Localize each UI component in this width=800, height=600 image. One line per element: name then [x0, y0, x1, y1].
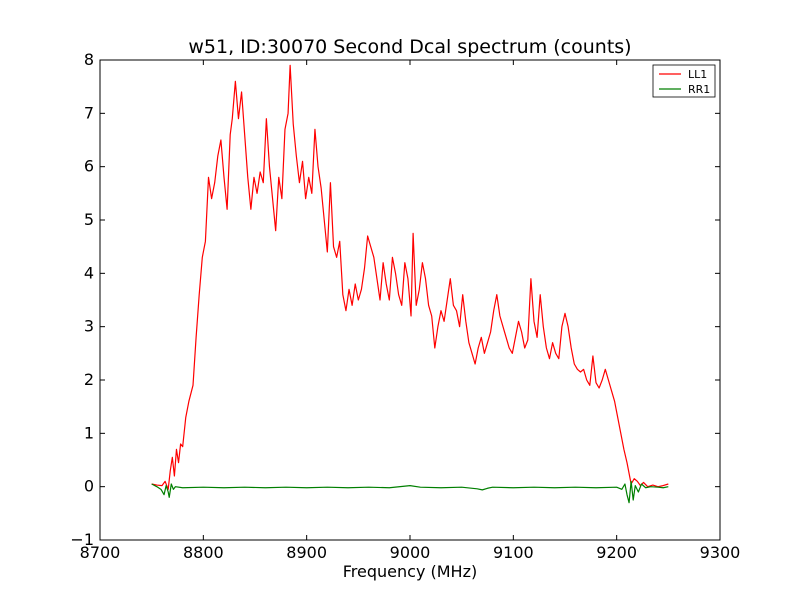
x-tick-label: 9100: [493, 543, 534, 562]
legend: LL1 RR1: [652, 64, 716, 98]
y-tick-label: 6: [84, 157, 94, 176]
plot-frame: [99, 59, 721, 541]
x-tick-label: 8800: [183, 543, 224, 562]
y-tick-label: 1: [84, 423, 94, 442]
series-line-ll1: [151, 64, 669, 490]
x-tick-label: 9200: [596, 543, 637, 562]
x-axis-label: Frequency (MHz): [343, 562, 477, 581]
x-tick-label: 8900: [286, 543, 327, 562]
x-axis: 8700 8800 8900 9000 9100 9200 9300: [80, 60, 741, 562]
y-tick-label: 0: [84, 477, 94, 496]
y-tick-label: 7: [84, 103, 94, 122]
x-tick-label: 8700: [80, 543, 121, 562]
legend-label-rr1: RR1: [688, 83, 710, 96]
series-layer: [151, 64, 669, 504]
y-axis: −1 0 1 2 3 4 5 6 7 8: [70, 50, 720, 549]
y-tick-label: −1: [70, 530, 94, 549]
y-tick-label: 8: [84, 50, 94, 69]
series-line-rr1: [151, 480, 669, 504]
y-tick-label: 3: [84, 317, 94, 336]
y-tick-label: 4: [84, 263, 94, 282]
y-tick-label: 5: [84, 210, 94, 229]
x-tick-label: 9300: [700, 543, 741, 562]
x-tick-label: 9000: [390, 543, 431, 562]
chart-title: w51, ID:30070 Second Dcal spectrum (coun…: [188, 36, 631, 58]
legend-label-ll1: LL1: [688, 68, 707, 81]
y-tick-label: 2: [84, 370, 94, 389]
legend-box: [652, 64, 716, 98]
